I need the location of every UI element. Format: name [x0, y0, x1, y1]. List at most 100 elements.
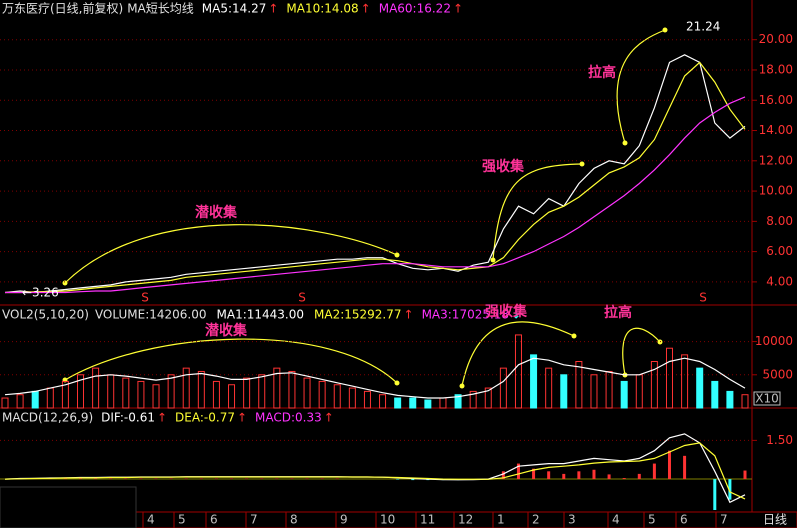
volume-bar [61, 380, 69, 409]
x-tick-label: 7 [250, 513, 258, 527]
volume-bar [575, 361, 583, 409]
volume-bar [454, 394, 462, 409]
volume-bar [696, 367, 704, 409]
volume-bar [182, 367, 190, 409]
macd-bar [260, 478, 264, 480]
dot [622, 140, 628, 146]
annotation: 强收集 [482, 158, 525, 175]
x-tick-label: 4 [612, 513, 620, 527]
x-axis-bar [0, 511, 797, 528]
volume-bar [122, 377, 130, 409]
volume-bar [469, 390, 477, 409]
x-tick-label: 10 [380, 513, 395, 527]
volume-bar [394, 397, 402, 409]
macd-bar [411, 479, 415, 481]
dot [571, 333, 577, 339]
dot [662, 27, 668, 33]
macd-bar [199, 478, 203, 480]
series-line [5, 61, 746, 294]
volume-bar [514, 334, 522, 409]
x-tick-label: 9 [340, 513, 348, 527]
legend-arrow: ↓ [511, 308, 521, 322]
macd-bar [728, 479, 732, 500]
y-tick-label: 6.00 [766, 244, 793, 258]
period-label: 日线 [763, 513, 787, 527]
volume-bar [726, 390, 734, 409]
x-tick-label: 11 [420, 513, 435, 527]
volume-bar [590, 374, 598, 409]
dot [579, 161, 585, 167]
y-tick-label: 1.50 [766, 433, 793, 447]
volume-bar [560, 374, 568, 409]
chart-title: VOL2(5,10,20) [2, 308, 89, 322]
volume-bar [31, 390, 39, 409]
macd-bar [516, 463, 520, 480]
macd-bar [275, 478, 279, 480]
x-tick-label: 6 [210, 513, 218, 527]
macd-bar [290, 478, 294, 480]
x-tick-label: 5 [648, 513, 656, 527]
x-tick-label: 2 [532, 513, 540, 527]
chart-subtitle: MA短长均线 [127, 2, 194, 16]
volume-bar [741, 394, 749, 409]
volume-bar [650, 361, 658, 409]
volume-bar [681, 354, 689, 409]
annotation: 潜收集 [195, 204, 238, 221]
volume-bar [92, 367, 100, 409]
macd-bar [184, 478, 188, 480]
macd-bar [245, 478, 249, 480]
volume-bar [16, 394, 24, 409]
legend-arrow: ↑ [404, 308, 414, 322]
volume-bar [167, 374, 175, 409]
macd-bar [547, 471, 551, 480]
scale-label: X10 [755, 392, 779, 406]
x-tick-label: 5 [178, 513, 186, 527]
macd-bar [230, 478, 234, 480]
y-tick-label: 10.00 [759, 184, 793, 198]
annotation: 潜收集 [205, 322, 248, 339]
volume-bar [665, 347, 673, 409]
x-tick-label: 8 [290, 513, 298, 527]
signal-marker: S [298, 291, 306, 305]
x-tick-label: 3 [568, 513, 576, 527]
legend-entry: VOLUME:14206.00 [95, 308, 207, 322]
volume-bar [484, 387, 492, 409]
curve [64, 224, 398, 284]
annotation: 拉高 [588, 64, 616, 81]
macd-bar [501, 471, 505, 480]
macd-bar [607, 474, 611, 480]
legend-entry: MA2:15292.77 [314, 308, 402, 322]
annotation: 21.24 [686, 20, 720, 34]
legend-entry: MACD:0.33 [255, 411, 322, 425]
macd-bar [320, 478, 324, 480]
volume-bar [197, 370, 205, 409]
x-tick-label: 4 [147, 513, 155, 527]
annotation: ←3.26 [22, 286, 59, 300]
volume-bar [424, 399, 432, 409]
y-tick-label: 8.00 [766, 214, 793, 228]
legend-entry: MA3:17025.18 [422, 308, 510, 322]
volume-bar [288, 370, 296, 409]
dot [62, 280, 68, 286]
scale-box [753, 391, 781, 406]
macd-bar [532, 468, 536, 480]
volume-bar [77, 374, 85, 409]
macd-bar [139, 478, 143, 480]
volume-bar [409, 397, 417, 409]
series-line [4, 442, 746, 500]
volume-bar [620, 380, 628, 409]
macd-bar [154, 478, 158, 480]
dot [394, 380, 400, 386]
y-tick-label: 18.00 [759, 62, 793, 76]
macd-bar [652, 463, 656, 480]
macd-bar [396, 479, 400, 480]
curve [622, 327, 661, 376]
curve [64, 338, 398, 384]
y-tick-label: 20.00 [759, 32, 793, 46]
volume-bar [348, 387, 356, 409]
legend-arrow: ↑ [324, 411, 334, 425]
macd-bar [335, 478, 339, 480]
volume-bar [303, 377, 311, 409]
legend-entry: MA1:11443.00 [217, 308, 305, 322]
legend-arrow: ↑ [157, 411, 167, 425]
